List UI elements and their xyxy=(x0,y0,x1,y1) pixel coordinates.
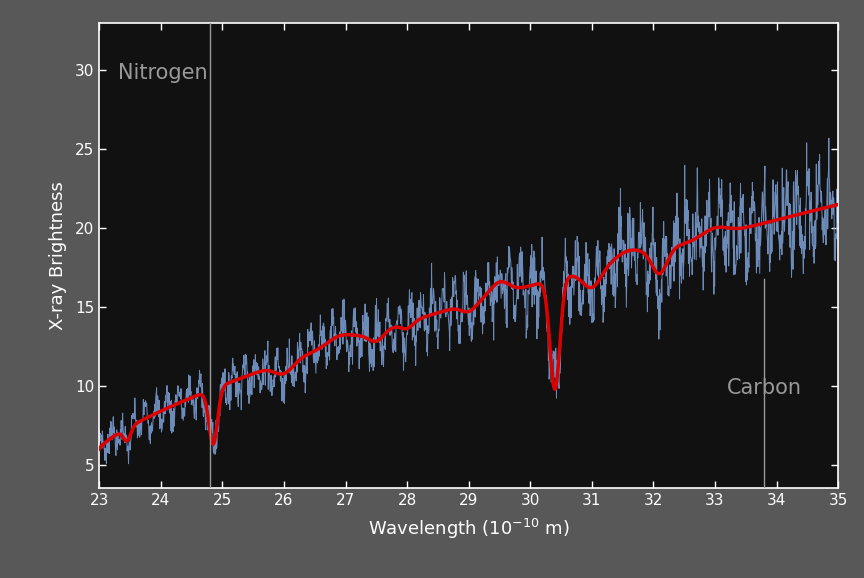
X-axis label: Wavelength (10$^{-10}$ m): Wavelength (10$^{-10}$ m) xyxy=(368,517,569,540)
Y-axis label: X-ray Brightness: X-ray Brightness xyxy=(48,181,67,330)
Text: Nitrogen: Nitrogen xyxy=(118,62,207,83)
Text: Carbon: Carbon xyxy=(727,378,803,398)
